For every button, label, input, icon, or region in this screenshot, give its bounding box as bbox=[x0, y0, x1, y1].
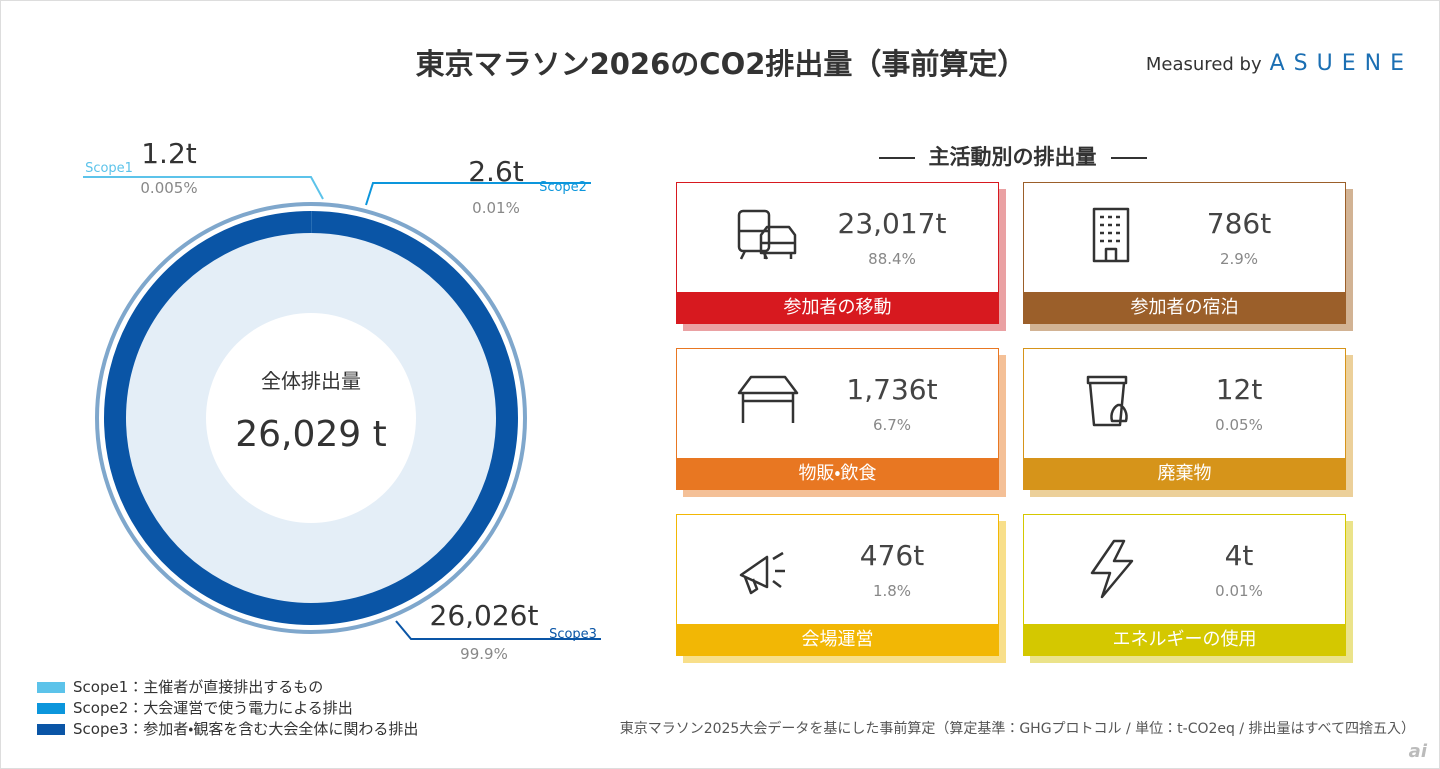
share-label: 0.01% bbox=[472, 199, 520, 217]
card-label: 会場運営 bbox=[676, 624, 999, 656]
leader-line bbox=[395, 620, 601, 640]
leader-line bbox=[365, 182, 591, 206]
legend-text: Scope1：主催者が直接排出するもの bbox=[73, 678, 324, 696]
icon bbox=[1092, 207, 1130, 263]
category-label: Scope3 bbox=[549, 627, 597, 642]
icon bbox=[1086, 375, 1128, 427]
brand-name: ASUENE bbox=[1269, 51, 1413, 76]
card-share: 0.05% bbox=[1215, 416, 1263, 434]
center-value: 26,029 t bbox=[235, 414, 387, 455]
watermark: ai bbox=[1408, 741, 1427, 762]
category-label: Scope2 bbox=[539, 180, 587, 195]
card-share: 0.01% bbox=[1215, 582, 1263, 600]
icon bbox=[737, 209, 797, 260]
section-title: 主活動別の排出量 bbox=[676, 141, 1349, 171]
footnote: 東京マラソン2025大会データを基にした事前算定（算定基準：GHGプロトコル /… bbox=[619, 721, 1415, 737]
center-hole bbox=[206, 313, 416, 523]
value-label: 1.2t bbox=[141, 137, 197, 170]
legend-swatch bbox=[37, 703, 65, 714]
legend: Scope1：主催者が直接排出するもの Scope2：大会運営で使う電力による排出… bbox=[37, 677, 418, 740]
value-label: 26,026t bbox=[430, 599, 539, 632]
card-value: 476t bbox=[859, 539, 925, 572]
share-label: 0.005% bbox=[140, 179, 197, 197]
legend-swatch bbox=[37, 682, 65, 693]
card-value: 786t bbox=[1206, 207, 1272, 240]
card-value: 4t bbox=[1224, 539, 1254, 572]
card-label: 物販・飲食 bbox=[676, 458, 999, 490]
activity-card: 4t 0.01% エネルギーの使用 bbox=[1023, 514, 1346, 656]
legend-text: Scope2：大会運営で使う電力による排出 bbox=[73, 699, 353, 717]
donut-chart: 全体排出量 26,029 t 1.2t Scope1 0.005% 2.6t Scope2 0… bbox=[83, 137, 601, 663]
card-share: 1.8% bbox=[872, 582, 912, 600]
activity-card: 1,736t 6.7% 物販・飲食 bbox=[676, 348, 999, 490]
card-label: 廃棄物 bbox=[1023, 458, 1346, 490]
legend-swatch bbox=[37, 724, 65, 735]
activity-card: 12t 0.05% 廃棄物 bbox=[1023, 348, 1346, 490]
icon bbox=[1090, 539, 1134, 599]
card-share: 6.7% bbox=[872, 416, 912, 434]
title: 東京マラソン2026のCO2排出量（事前算定） bbox=[415, 47, 1027, 81]
legend-item: Scope1：主催者が直接排出するもの bbox=[37, 677, 418, 698]
value-label: 2.6t bbox=[468, 155, 524, 188]
leader-line bbox=[83, 176, 324, 200]
icon bbox=[739, 551, 785, 595]
icon bbox=[737, 375, 799, 423]
category-label: Scope1 bbox=[85, 161, 133, 176]
share-label: 99.9% bbox=[460, 645, 508, 663]
legend-text: Scope3：参加者・観客を含む大会全体に関わる排出 bbox=[73, 720, 419, 738]
activity-card: 23,017t 88.4% 参加者の移動 bbox=[676, 182, 999, 324]
legend-item: Scope3：参加者・観客を含む大会全体に関わる排出 bbox=[37, 719, 418, 740]
card-share: 88.4% bbox=[868, 250, 916, 268]
activity-card: 476t 1.8% 会場運営 bbox=[676, 514, 999, 656]
outer-ring bbox=[95, 202, 527, 634]
card-value: 1,736t bbox=[846, 373, 938, 406]
brand: Measured by ASUENE bbox=[1146, 51, 1413, 76]
card-label: 参加者の移動 bbox=[676, 292, 999, 324]
card-value: 23,017t bbox=[837, 207, 947, 240]
card-label: エネルギーの使用 bbox=[1023, 624, 1346, 656]
legend-item: Scope2：大会運営で使う電力による排出 bbox=[37, 698, 418, 719]
card-label: 参加者の宿泊 bbox=[1023, 292, 1346, 324]
card-value: 12t bbox=[1215, 373, 1263, 406]
card-share: 2.9% bbox=[1219, 250, 1259, 268]
brand-prefix: Measured by bbox=[1145, 54, 1262, 75]
center-label: 全体排出量 bbox=[261, 369, 361, 393]
donut-segment bbox=[104, 211, 519, 625]
activity-card: 786t 2.9% 参加者の宿泊 bbox=[1023, 182, 1346, 324]
